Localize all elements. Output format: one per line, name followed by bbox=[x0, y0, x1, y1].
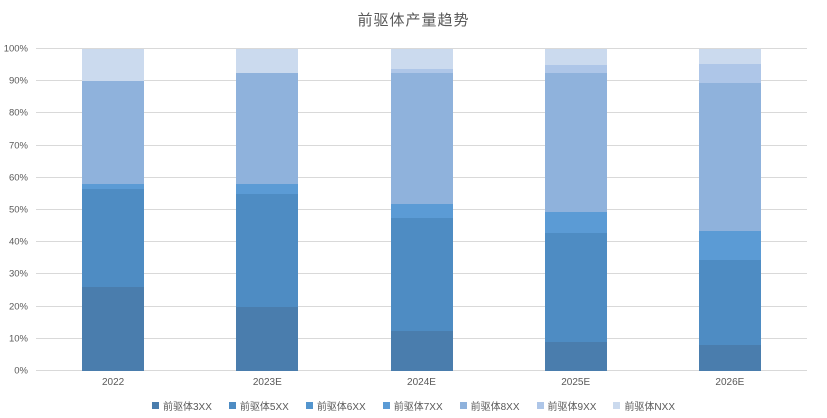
legend-swatch-icon bbox=[305, 402, 313, 409]
bar-segment bbox=[698, 63, 761, 83]
bar-segment bbox=[236, 306, 299, 371]
bar-segment bbox=[390, 69, 453, 74]
bar-segment bbox=[236, 193, 299, 307]
bar-segment bbox=[544, 211, 607, 233]
bar-segment bbox=[698, 230, 761, 260]
x-tick-label: 2022 bbox=[101, 377, 125, 388]
bar-segment bbox=[390, 203, 453, 219]
plot-area: 0% 10% 20% 30% 40% 50% 60% 70% 80% 90% 100% bbox=[4, 44, 807, 377]
y-tick-label: 80% bbox=[8, 107, 28, 119]
y-tick-label: 100% bbox=[3, 43, 28, 55]
bar-segment bbox=[698, 345, 761, 371]
x-tick-label: 2026E bbox=[715, 377, 745, 388]
legend-label: 前驱体7XX bbox=[393, 402, 443, 413]
bar-column-2026E bbox=[698, 49, 761, 371]
bar-column-2025E bbox=[544, 49, 607, 371]
bar-segment bbox=[544, 49, 607, 66]
bar-segment bbox=[236, 73, 299, 185]
legend-label: 前驱体6XX bbox=[316, 402, 366, 413]
y-tick-label: 30% bbox=[8, 268, 28, 280]
legend-label: 前驱体3XX bbox=[163, 402, 212, 413]
y-tick-label: 60% bbox=[8, 172, 28, 184]
bar-segment bbox=[544, 342, 607, 371]
x-tick-label: 2023E bbox=[252, 377, 282, 388]
bar-segment bbox=[698, 49, 761, 64]
bar-segment bbox=[236, 49, 299, 74]
y-tick-label: 50% bbox=[8, 204, 28, 216]
legend-swatch-icon bbox=[228, 402, 236, 409]
gridline bbox=[36, 48, 807, 49]
bar-segment bbox=[82, 189, 145, 288]
legend-label: 前驱体5XX bbox=[239, 402, 289, 413]
y-tick-label: 20% bbox=[8, 301, 28, 313]
bar-segment bbox=[544, 232, 607, 343]
legend-item: 前驱体9XX bbox=[536, 398, 597, 413]
legend-label: 前驱体NXX bbox=[624, 402, 675, 413]
x-tick-label: 2025E bbox=[561, 377, 591, 388]
legend-item: 前驱体NXX bbox=[613, 398, 675, 413]
bar-column-2023E bbox=[236, 49, 299, 371]
legend-swatch-icon bbox=[382, 402, 390, 409]
bar-segment bbox=[698, 82, 761, 231]
bar-segment bbox=[82, 287, 145, 371]
legend-swatch-icon bbox=[459, 402, 467, 409]
bar-segment bbox=[390, 330, 453, 371]
bar-segment bbox=[236, 184, 299, 194]
legend-item: 前驱体6XX bbox=[305, 398, 366, 413]
bar-segment bbox=[544, 73, 607, 212]
bar-segment bbox=[390, 218, 453, 331]
legend-item: 前驱体8XX bbox=[459, 398, 520, 413]
legend-label: 前驱体9XX bbox=[547, 402, 597, 413]
bar-segment bbox=[82, 184, 145, 190]
legend-swatch-icon bbox=[613, 402, 621, 409]
legend: 前驱体3XX 前驱体5XX 前驱体6XX 前驱体7XX 前驱体8XX 前驱体9XX 前驱体N… bbox=[0, 398, 827, 413]
legend-item: 前驱体7XX bbox=[382, 398, 443, 413]
legend-item: 前驱体3XX bbox=[152, 398, 212, 413]
bar-column-2022 bbox=[82, 49, 145, 371]
y-tick-label: 0% bbox=[14, 365, 28, 377]
bar-segment bbox=[390, 49, 453, 70]
bar-segment bbox=[698, 259, 761, 346]
y-tick-label: 70% bbox=[8, 140, 28, 152]
legend-swatch-icon bbox=[152, 402, 159, 409]
legend-item: 前驱体5XX bbox=[228, 398, 289, 413]
bar-segment bbox=[544, 65, 607, 74]
y-tick-label: 40% bbox=[8, 236, 28, 248]
bar-segment bbox=[82, 81, 145, 185]
x-tick-label: 2024E bbox=[407, 377, 436, 388]
bar-segment bbox=[390, 73, 453, 204]
bar-segment bbox=[82, 49, 145, 82]
legend-swatch-icon bbox=[536, 402, 544, 409]
bar-column-2024E bbox=[390, 49, 453, 371]
y-tick-label: 90% bbox=[8, 75, 28, 87]
legend-label: 前驱体8XX bbox=[470, 402, 520, 413]
y-tick-label: 10% bbox=[8, 333, 28, 345]
chart-title: 前驱体产量趋势 bbox=[357, 12, 470, 29]
